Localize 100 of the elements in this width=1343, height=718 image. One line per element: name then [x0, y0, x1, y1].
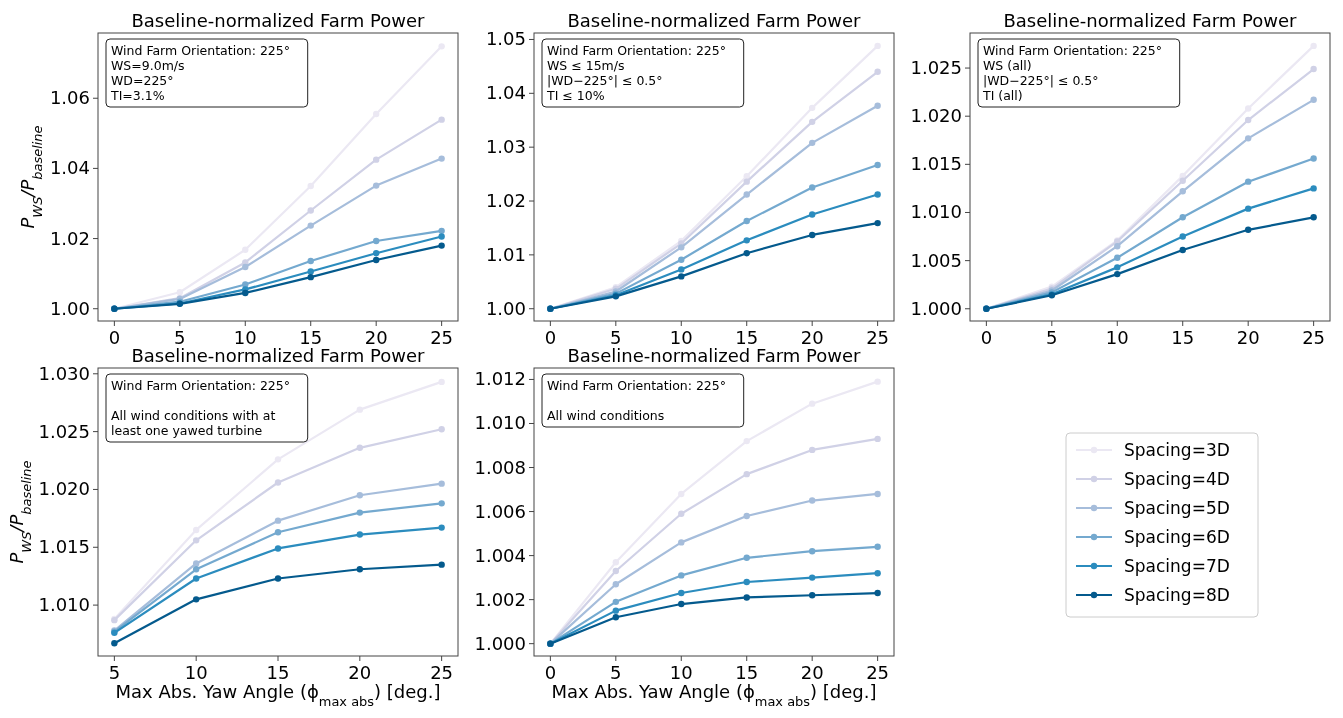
x-tick-label: 15 [735, 662, 759, 683]
x-tick-label: 20 [1236, 327, 1260, 348]
point [1114, 270, 1121, 278]
point [438, 561, 445, 568]
point [808, 139, 816, 147]
y-tick-label: 1.002 [474, 588, 526, 610]
y-tick-label: 1.025 [910, 57, 962, 79]
y-tick-label: 1.00 [49, 297, 90, 319]
y-tick-label: 1.04 [485, 82, 526, 104]
annotation: Wind Farm Orientation: 225° WS=9.0m/s WD=225° TI=3.1% [110, 43, 291, 103]
point [307, 273, 314, 281]
point [274, 529, 282, 536]
point [274, 479, 282, 486]
point [242, 263, 249, 271]
point [438, 500, 445, 507]
point [612, 559, 620, 566]
x-tick-label: 10 [184, 662, 208, 683]
point [438, 426, 445, 433]
x-tick-label: 20 [800, 327, 824, 348]
x-tick-label: 0 [544, 327, 557, 348]
point [438, 524, 445, 531]
point [438, 227, 445, 235]
x-tick-label: 0 [980, 327, 993, 348]
legend-label: Spacing=8D [1124, 585, 1230, 605]
x-tick-label: 5 [174, 327, 186, 348]
point [242, 246, 249, 253]
point [192, 560, 200, 567]
x-tick-label: 25 [866, 327, 890, 348]
point [808, 547, 816, 555]
point [808, 184, 816, 191]
point [808, 497, 816, 504]
point [274, 545, 282, 552]
point [612, 614, 620, 621]
y-tick-label: 1.010 [474, 412, 526, 434]
point [242, 289, 249, 297]
point [678, 539, 685, 546]
point [192, 575, 200, 582]
chart-title: Baseline-normalized Farm Power [131, 10, 426, 31]
point [1310, 65, 1317, 73]
point [678, 510, 685, 517]
point [1114, 254, 1121, 261]
x-axis-title: Max Abs. Yaw Angle (ϕ$_{max abs}$) [deg.] [551, 681, 877, 709]
point [743, 554, 750, 561]
legend-label: Spacing=4D [1124, 469, 1230, 489]
x-tick-label: 10 [669, 327, 693, 348]
point [808, 231, 816, 239]
x-tick-label: 20 [800, 662, 824, 683]
point [356, 406, 364, 413]
point [874, 191, 881, 198]
point [356, 492, 364, 499]
point [743, 178, 750, 185]
y-tick-label: 1.020 [910, 105, 962, 127]
y-tick-label: 1.010 [38, 594, 90, 616]
point [612, 607, 620, 614]
point [438, 116, 445, 123]
y-tick-label: 1.005 [910, 249, 962, 271]
point [874, 68, 881, 75]
point [372, 182, 380, 189]
point [1244, 116, 1252, 124]
point [1310, 96, 1317, 104]
point [1114, 264, 1121, 271]
point [192, 566, 200, 573]
point [372, 156, 380, 163]
point [1179, 214, 1186, 221]
point [1310, 185, 1317, 192]
point [307, 222, 314, 229]
chart-title: Baseline-normalized Farm Power [131, 345, 426, 366]
point [356, 566, 364, 573]
point [743, 578, 750, 586]
point [874, 543, 881, 550]
point [192, 596, 200, 603]
x-tick-label: 15 [299, 327, 323, 348]
y-tick-label: 1.000 [474, 632, 526, 654]
y-tick-label: 1.030 [38, 362, 90, 384]
point [111, 640, 118, 647]
x-tick-label: 25 [866, 662, 890, 683]
point [678, 490, 685, 498]
point [438, 242, 445, 249]
point [192, 537, 200, 544]
x-tick-label: 0 [544, 662, 557, 683]
legend-label: Spacing=3D [1124, 440, 1230, 460]
point [1244, 205, 1252, 212]
y-tick-label: 1.008 [474, 456, 526, 478]
y-tick-label: 1.02 [49, 227, 90, 249]
point [1310, 155, 1317, 162]
point [743, 173, 750, 180]
point [808, 211, 816, 218]
point [1179, 246, 1186, 254]
point [274, 575, 282, 582]
x-axis-title: Max Abs. Yaw Angle (ϕ$_{max abs}$) [deg.] [115, 681, 441, 709]
point [438, 155, 445, 162]
x-tick-label: 15 [735, 327, 759, 348]
point [678, 266, 685, 273]
y-tick-label: 1.012 [474, 368, 526, 390]
chart-title: Baseline-normalized Farm Power [567, 10, 862, 31]
point [372, 256, 380, 264]
point [372, 237, 380, 245]
x-tick-label: 10 [1105, 327, 1129, 348]
x-tick-label: 5 [1046, 327, 1058, 348]
point [874, 490, 881, 498]
